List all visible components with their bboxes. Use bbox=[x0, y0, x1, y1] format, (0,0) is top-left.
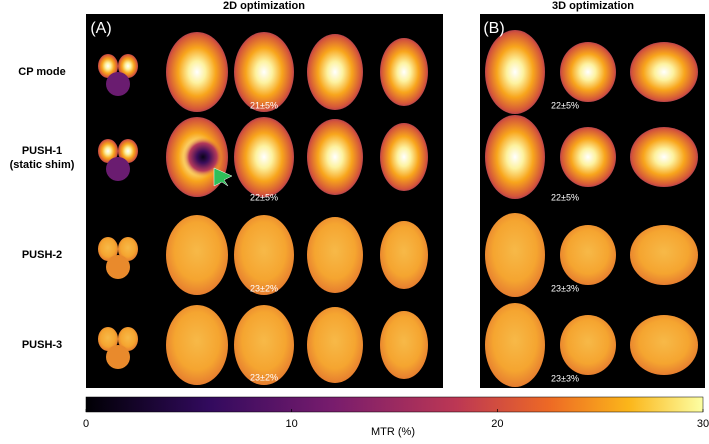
brain-slice bbox=[485, 303, 545, 387]
stat-label: 23±2% bbox=[250, 372, 278, 382]
brain-slice bbox=[98, 139, 118, 163]
brain-slice bbox=[560, 42, 616, 102]
colorbar-tick-label: 10 bbox=[286, 418, 298, 430]
brain-slice bbox=[98, 327, 118, 351]
signal-void bbox=[183, 137, 223, 177]
colorbar-tick-label: 20 bbox=[491, 418, 503, 430]
brain-slice bbox=[166, 215, 228, 295]
brain-slice bbox=[307, 307, 363, 383]
row-sublabel: (static shim) bbox=[10, 159, 75, 171]
colorbar bbox=[85, 396, 704, 413]
colorbar-tick-label: 0 bbox=[83, 418, 89, 430]
panel-title: 3D optimization bbox=[552, 0, 634, 12]
panel-label: (A) bbox=[90, 20, 111, 37]
brain-slice bbox=[118, 139, 138, 163]
row-label: PUSH-1 bbox=[22, 145, 62, 157]
colorbar-tick-label: 30 bbox=[697, 418, 709, 430]
arrow bbox=[213, 167, 233, 187]
brain-slice bbox=[106, 72, 130, 96]
brain-slice bbox=[630, 127, 698, 187]
brain-slice bbox=[380, 123, 428, 191]
brain-slice bbox=[118, 54, 138, 78]
brain-slice bbox=[485, 115, 545, 199]
brain-slice bbox=[106, 255, 130, 279]
brain-slice bbox=[485, 30, 545, 114]
brain-slice bbox=[307, 34, 363, 110]
brain-slice bbox=[380, 38, 428, 106]
brain-slice bbox=[307, 119, 363, 195]
brain-slice bbox=[630, 42, 698, 102]
brain-slice bbox=[106, 157, 130, 181]
brain-slice bbox=[118, 327, 138, 351]
brain-slice bbox=[234, 215, 294, 295]
brain-slice bbox=[106, 345, 130, 369]
stat-label: 22±5% bbox=[551, 192, 579, 202]
stat-label: 22±5% bbox=[250, 192, 278, 202]
brain-slice bbox=[98, 237, 118, 261]
panel-title: 2D optimization bbox=[223, 0, 305, 12]
colorbar-label: MTR (%) bbox=[371, 426, 415, 438]
brain-slice bbox=[307, 217, 363, 293]
brain-slice bbox=[234, 117, 294, 197]
brain-slice bbox=[485, 213, 545, 297]
stat-label: 21±5% bbox=[250, 100, 278, 110]
panel-label: (B) bbox=[483, 20, 504, 37]
stat-label: 23±3% bbox=[551, 373, 579, 383]
brain-slice bbox=[98, 54, 118, 78]
brain-slice bbox=[380, 221, 428, 289]
brain-slice bbox=[630, 315, 698, 375]
brain-slice bbox=[380, 311, 428, 379]
brain-slice bbox=[234, 305, 294, 385]
brain-slice bbox=[118, 237, 138, 261]
row-label: PUSH-3 bbox=[22, 339, 62, 351]
row-label: CP mode bbox=[18, 66, 65, 78]
brain-slice bbox=[234, 32, 294, 112]
brain-slice bbox=[166, 32, 228, 112]
brain-slice bbox=[166, 305, 228, 385]
stat-label: 23±2% bbox=[250, 283, 278, 293]
brain-slice bbox=[630, 225, 698, 285]
brain-slice bbox=[560, 127, 616, 187]
brain-slice bbox=[560, 225, 616, 285]
row-label: PUSH-2 bbox=[22, 249, 62, 261]
stat-label: 23±3% bbox=[551, 283, 579, 293]
stat-label: 22±5% bbox=[551, 100, 579, 110]
brain-slice bbox=[560, 315, 616, 375]
